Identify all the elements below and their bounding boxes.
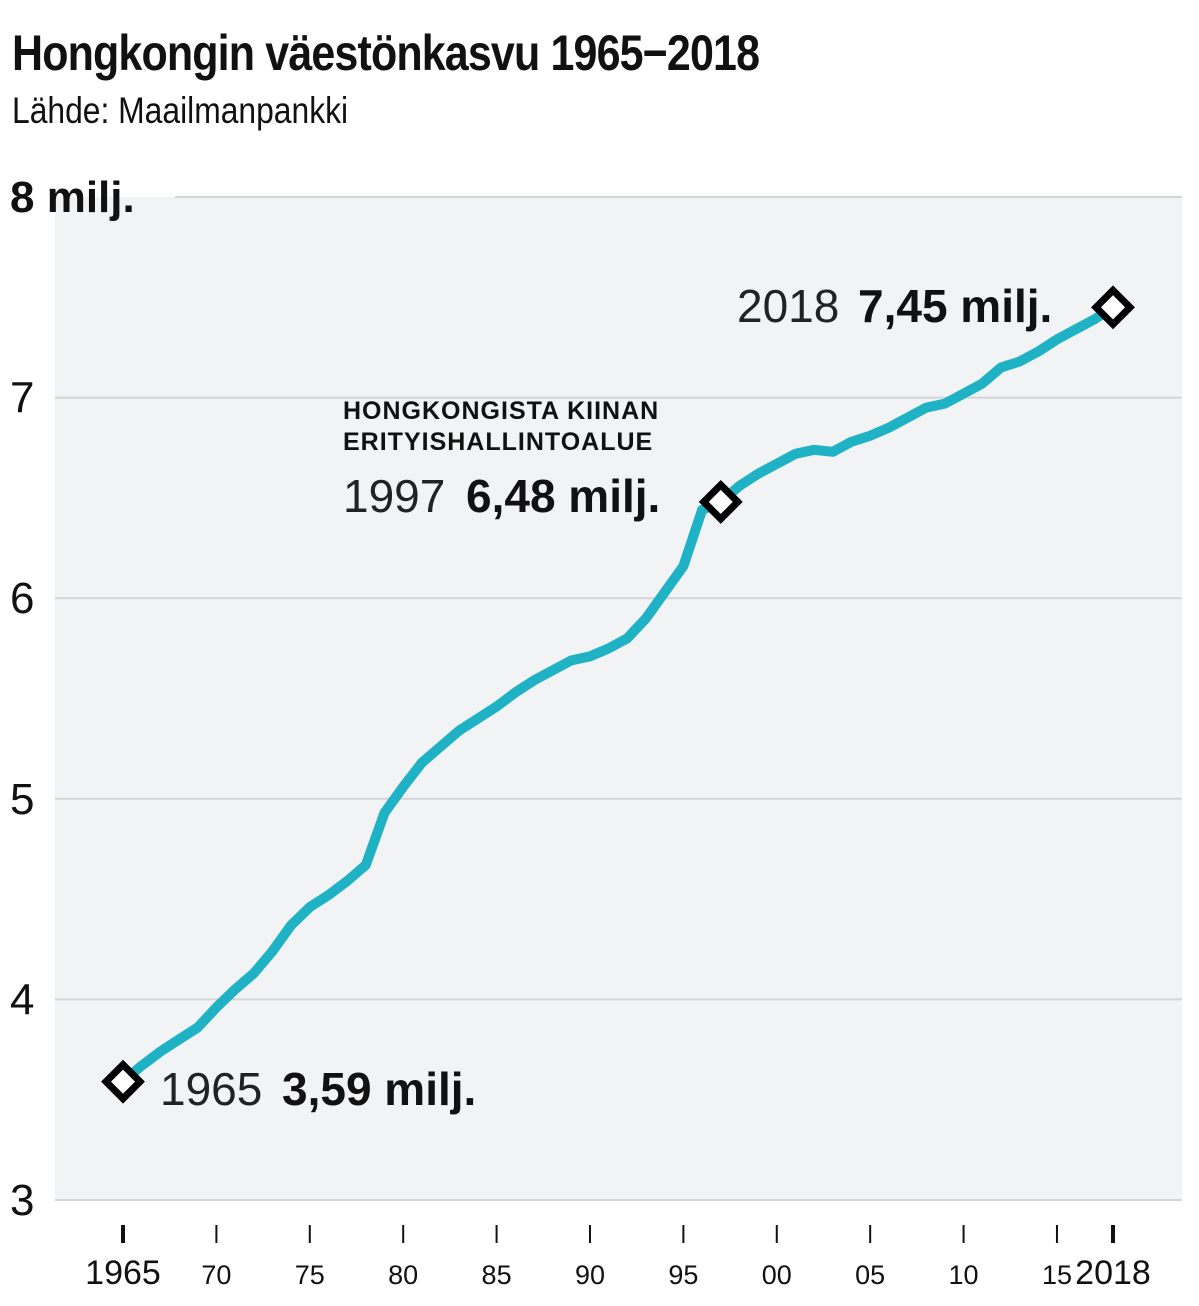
annotation-year-2018: 2018	[737, 280, 839, 332]
x-tick-label: 80	[388, 1260, 418, 1290]
annotation-value-1965: 3,59 milj.	[282, 1063, 476, 1115]
y-tick-label: 8 milj.	[10, 173, 135, 222]
x-tick-label: 90	[575, 1260, 605, 1290]
annotation-value-2018: 7,45 milj.	[858, 280, 1052, 332]
marker-1965	[101, 1059, 145, 1104]
y-tick-label: 3	[10, 1176, 34, 1225]
x-tick-label: 15	[1042, 1260, 1072, 1290]
annotation-value-1997: 6,48 milj.	[466, 470, 660, 522]
x-tick-label: 05	[855, 1260, 885, 1290]
annotation-year-1997: 1997	[343, 470, 445, 522]
y-tick-label: 5	[10, 775, 34, 824]
x-tick-label: 10	[949, 1260, 979, 1290]
marker-1997	[698, 479, 743, 524]
series-line	[118, 302, 1118, 1087]
marker-2018	[1091, 285, 1135, 330]
y-tick-label: 7	[10, 374, 34, 423]
chart-subtitle: Lähde: Maailmanpankki	[12, 90, 349, 131]
x-tick-label: 1965	[85, 1254, 161, 1292]
x-tick-label: 00	[762, 1260, 792, 1290]
y-tick-label: 4	[10, 975, 34, 1024]
x-tick-label: 2018	[1075, 1254, 1151, 1292]
y-tick-label: 6	[10, 574, 34, 623]
x-tick-label: 85	[482, 1260, 512, 1290]
annotation-note-line1: HONGKONGISTA KIINAN	[343, 397, 659, 425]
annotation-note-line2: ERITYISHALLINTOALUE	[343, 428, 653, 456]
x-tick-label: 75	[295, 1260, 325, 1290]
plot-background	[55, 197, 1182, 1200]
chart-title: Hongkongin väestönkasvu 1965−2018	[12, 25, 760, 81]
x-tick-label: 95	[668, 1260, 698, 1290]
x-tick-label: 70	[201, 1260, 231, 1290]
annotation-year-1965: 1965	[160, 1063, 262, 1115]
